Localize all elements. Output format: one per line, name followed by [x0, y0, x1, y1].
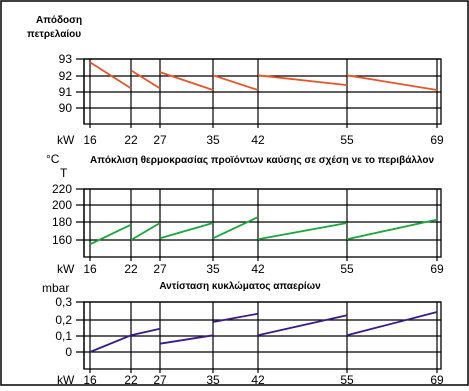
panel3-data-segment [159, 334, 214, 345]
panel1-data-segment [212, 74, 259, 91]
panel3-x-unit: kW [57, 373, 75, 386]
panel3-data-segment [89, 334, 132, 353]
panel1-y-tick-label: 90 [59, 101, 73, 115]
panel2-x-tick-label: 42 [251, 262, 265, 276]
panel1-x-tick-label: 55 [340, 133, 354, 147]
panel3-data-segment [257, 314, 348, 337]
panel2-x-unit: kW [57, 262, 75, 276]
panel3-y-tick-label: 0,1 [55, 329, 72, 343]
panel2-unit-top: °C [46, 152, 60, 166]
panel2-data-segment [89, 223, 132, 246]
panel2-data-segment [257, 222, 348, 241]
panel1-x-tick-label: 69 [430, 133, 444, 147]
panel1-x-tick-label: 42 [251, 133, 265, 147]
panel1-x-tick-label: 16 [83, 133, 97, 147]
panel1-data-segment [346, 74, 438, 91]
panel2-y-tick-label: 200 [52, 198, 72, 212]
panel3-unit-top: mbar [42, 281, 69, 295]
panel2-unit-sub: T [60, 166, 68, 180]
panel2-x-tick-label: 69 [430, 262, 444, 276]
panel3-y-tick-label: 0,2 [55, 313, 72, 327]
panel1-y-tick-label: 92 [59, 69, 73, 83]
panel2-x-tick-label: 27 [153, 262, 167, 276]
panel1-x-tick-label: 22 [124, 133, 138, 147]
panel1-data-segment [159, 71, 214, 91]
panel1-title-line2: πετρελαίου [27, 29, 81, 40]
panel3-y-tick-label: 0,3 [55, 295, 72, 309]
panel1-y-tick-label: 91 [59, 85, 73, 99]
panel2-y-tick-label: 220 [52, 182, 72, 196]
panel1-y-tick-label: 93 [59, 52, 73, 66]
panel3-x-tick-label: 22 [124, 373, 138, 386]
panel1-x-unit: kW [57, 133, 75, 147]
panel1-data-segment [257, 74, 348, 86]
panel3-x-tick-label: 16 [83, 373, 97, 386]
panel2-y-tick-label: 160 [52, 233, 72, 247]
panel2-title: Απόκλιση θερμοκρασίας προϊόντων καύσης σ… [90, 155, 434, 166]
panel1-data-segment [130, 69, 161, 90]
panel3-data-segment [212, 312, 259, 323]
panel3-x-tick-label: 35 [206, 373, 220, 386]
panel1-title-line1: Απόδοση [36, 15, 82, 26]
panel2-x-tick-label: 16 [83, 262, 97, 276]
panel2-y-tick-label: 180 [52, 215, 72, 229]
panel3-y-tick-label: 0 [65, 345, 72, 359]
panel2-data-segment [346, 218, 438, 241]
panel3-x-tick-label: 27 [153, 373, 167, 386]
panel3-x-tick-label: 69 [430, 373, 444, 386]
panel3-title: Αντίσταση κυκλώματος απαερίων [159, 281, 321, 292]
panel2-x-tick-label: 22 [124, 262, 138, 276]
panel2-data-segment [130, 222, 161, 241]
panel2-x-tick-label: 35 [206, 262, 220, 276]
panel1-x-tick-label: 27 [153, 133, 167, 147]
panel2-data-segment [212, 216, 259, 240]
panel1-data-segment [89, 61, 132, 90]
panel3-x-tick-label: 55 [340, 373, 354, 386]
panel3-data-segment [130, 327, 161, 337]
panel2-data-segment [159, 222, 214, 240]
panel3-data-segment [346, 311, 438, 337]
panel3-x-tick-label: 42 [251, 373, 265, 386]
panel1-x-tick-label: 35 [206, 133, 220, 147]
panel2-x-tick-label: 55 [340, 262, 354, 276]
